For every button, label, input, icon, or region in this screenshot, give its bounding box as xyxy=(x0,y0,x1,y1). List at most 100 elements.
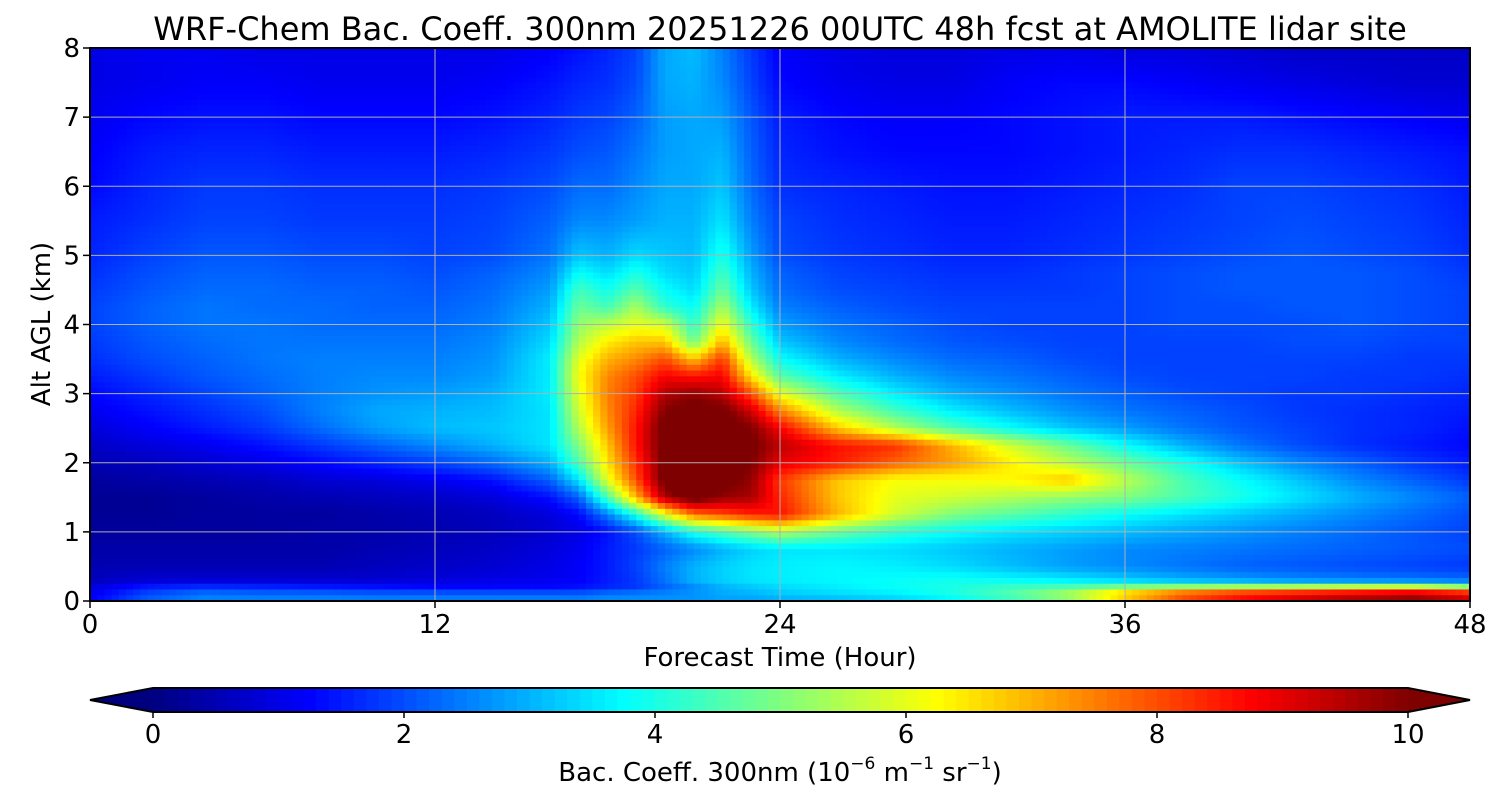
heatmap-cell xyxy=(758,145,767,153)
heatmap-cell xyxy=(1053,88,1061,95)
heatmap-cell xyxy=(830,65,839,72)
heatmap-cell xyxy=(902,48,910,55)
heatmap-cell xyxy=(147,186,156,193)
heatmap-cell xyxy=(672,145,680,153)
heatmap-cell xyxy=(413,151,422,159)
heatmap-cell xyxy=(780,111,788,118)
heatmap-cell xyxy=(90,140,98,147)
heatmap-cell xyxy=(233,59,242,66)
heatmap-cell xyxy=(1340,59,1349,66)
heatmap-cell xyxy=(916,94,925,101)
heatmap-cell xyxy=(550,65,558,72)
heatmap-cell xyxy=(880,180,889,187)
heatmap-cell xyxy=(528,59,537,66)
heatmap-cell xyxy=(1419,94,1428,101)
heatmap-cell xyxy=(384,105,393,112)
heatmap-cell xyxy=(1045,186,1054,193)
heatmap-cell xyxy=(593,71,601,78)
heatmap-cell xyxy=(916,99,925,107)
heatmap-cell xyxy=(528,122,537,130)
heatmap-cell xyxy=(435,145,443,153)
heatmap-cell xyxy=(1448,174,1457,182)
heatmap-cell xyxy=(104,111,113,118)
heatmap-cell xyxy=(930,94,939,101)
heatmap-cell xyxy=(427,168,436,176)
heatmap-cell xyxy=(736,111,745,118)
heatmap-cell xyxy=(1275,174,1284,182)
heatmap-cell xyxy=(765,59,774,66)
heatmap-cell xyxy=(1304,117,1313,124)
heatmap-cell xyxy=(715,76,724,84)
heatmap-cell xyxy=(205,53,213,61)
heatmap-cell xyxy=(715,71,724,78)
heatmap-cell xyxy=(672,163,680,170)
heatmap-cell xyxy=(593,134,601,141)
heatmap-cell xyxy=(1340,48,1349,55)
heatmap-cell xyxy=(276,65,285,72)
heatmap-cell xyxy=(219,94,228,101)
heatmap-cell xyxy=(506,48,515,55)
heatmap-cell xyxy=(154,151,163,159)
heatmap-cell xyxy=(118,94,127,101)
heatmap-cell xyxy=(1297,128,1306,136)
heatmap-cell xyxy=(1462,94,1470,101)
heatmap-cell xyxy=(341,94,350,101)
heatmap-cell xyxy=(794,117,803,124)
heatmap-cell xyxy=(830,99,839,107)
heatmap-cell xyxy=(1448,145,1457,153)
heatmap-cell xyxy=(880,117,889,124)
heatmap-cell xyxy=(1434,99,1442,107)
heatmap-cell xyxy=(219,186,228,193)
heatmap-cell xyxy=(370,76,379,84)
heatmap-cell xyxy=(1268,157,1277,164)
heatmap-cell xyxy=(909,192,918,199)
heatmap-cell xyxy=(1275,180,1284,187)
heatmap-cell xyxy=(1319,76,1327,84)
heatmap-cell xyxy=(930,48,939,55)
heatmap-cell xyxy=(391,140,400,147)
heatmap-cell xyxy=(700,88,709,95)
heatmap-cell xyxy=(736,117,745,124)
heatmap-cell xyxy=(456,168,465,176)
heatmap-cell xyxy=(269,186,278,193)
heatmap-cell xyxy=(794,180,803,187)
heatmap-cell xyxy=(708,111,716,118)
heatmap-cell xyxy=(1089,71,1097,78)
heatmap-cell xyxy=(1089,157,1097,164)
heatmap-cell xyxy=(1333,157,1342,164)
heatmap-cell xyxy=(1218,71,1227,78)
heatmap-cell xyxy=(1125,48,1133,55)
heatmap-cell xyxy=(758,71,767,78)
heatmap-cell xyxy=(621,192,630,199)
heatmap-cell xyxy=(557,65,565,72)
heatmap-cell xyxy=(219,88,228,95)
heatmap-cell xyxy=(1182,82,1191,89)
heatmap-cell xyxy=(133,82,141,89)
heatmap-cell xyxy=(1240,122,1248,130)
heatmap-cell xyxy=(1383,186,1392,193)
heatmap-cell xyxy=(837,186,846,193)
heatmap-cell xyxy=(679,174,688,182)
heatmap-cell xyxy=(1160,140,1169,147)
heatmap-cell xyxy=(1132,71,1140,78)
heatmap-cell xyxy=(765,140,774,147)
heatmap-cell xyxy=(952,53,961,61)
heatmap-cell xyxy=(97,48,105,55)
heatmap-cell xyxy=(176,117,185,124)
heatmap-cell xyxy=(140,111,149,118)
heatmap-cell xyxy=(240,99,249,107)
heatmap-cell xyxy=(1240,76,1248,84)
heatmap-cell xyxy=(621,105,630,112)
heatmap-cell xyxy=(966,180,975,187)
heatmap-cell xyxy=(859,186,867,193)
heatmap-cell xyxy=(327,157,335,164)
heatmap-cell xyxy=(1247,82,1255,89)
heatmap-cell xyxy=(1232,94,1241,101)
heatmap-cell xyxy=(427,186,436,193)
heatmap-cell xyxy=(930,99,939,107)
heatmap-cell xyxy=(1383,145,1392,153)
heatmap-cell xyxy=(607,59,616,66)
heatmap-cell xyxy=(1304,157,1313,164)
heatmap-cell xyxy=(1117,157,1126,164)
heatmap-cell xyxy=(621,117,630,124)
